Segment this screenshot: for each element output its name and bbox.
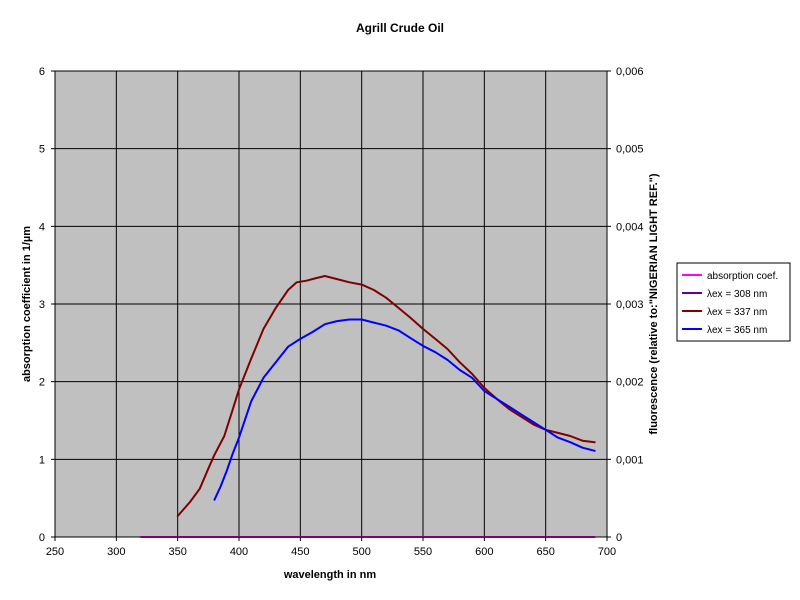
legend-label: λex = 337 nm bbox=[707, 307, 767, 318]
y2-tick-label: 0,006 bbox=[616, 66, 644, 78]
y-tick-label: 2 bbox=[39, 377, 45, 389]
x-tick-label: 300 bbox=[107, 546, 125, 558]
legend: absorption coef. λex = 308 nm λex = 337 nm… bbox=[676, 262, 791, 342]
y-tick-label: 4 bbox=[39, 221, 45, 233]
legend-label: λex = 365 nm bbox=[707, 325, 767, 336]
legend-items: absorption coef. λex = 308 nm λex = 337 nm… bbox=[682, 271, 778, 336]
y-tick-label: 5 bbox=[39, 144, 45, 156]
y2-tick-label: 0 bbox=[616, 532, 622, 544]
x-tick-label: 500 bbox=[352, 546, 370, 558]
series-line-2 bbox=[176, 275, 596, 517]
x-tick-label: 250 bbox=[46, 546, 64, 558]
y2-axis-title: fluorescence (relative to:"NIGERIAN LIGH… bbox=[648, 173, 660, 434]
y2-tick-label: 0,004 bbox=[616, 221, 644, 233]
x-tick-label: 650 bbox=[536, 546, 554, 558]
y-tick-label: 0 bbox=[39, 532, 45, 544]
x-tick-label: 350 bbox=[168, 546, 186, 558]
legend-label: λex = 308 nm bbox=[707, 289, 767, 300]
x-tick-label: 700 bbox=[598, 546, 616, 558]
y2-tick-label: 0,001 bbox=[616, 454, 644, 466]
x-tick-label: 400 bbox=[230, 546, 248, 558]
x-tick-label: 450 bbox=[291, 546, 309, 558]
y-axis-title: absorption coefficient in 1/µm bbox=[21, 226, 33, 382]
chart-title: Agrill Crude Oil bbox=[356, 21, 444, 35]
x-tick-label: 550 bbox=[414, 546, 432, 558]
y-tick-label: 3 bbox=[39, 299, 45, 311]
grid-layer bbox=[55, 71, 607, 537]
tick-layer: 250 300 350 400 450 500 550 600 650 700012345600,… bbox=[39, 66, 644, 558]
y2-tick-label: 0,002 bbox=[616, 377, 644, 389]
legend-label: absorption coef. bbox=[707, 271, 778, 282]
y-tick-label: 1 bbox=[39, 454, 45, 466]
y2-tick-label: 0,003 bbox=[616, 299, 644, 311]
x-tick-label: 600 bbox=[475, 546, 493, 558]
series-line-3 bbox=[213, 318, 596, 501]
x-axis-title: wavelength in nm bbox=[283, 569, 377, 581]
y2-tick-label: 0,005 bbox=[616, 144, 644, 156]
y-tick-label: 6 bbox=[39, 66, 45, 78]
